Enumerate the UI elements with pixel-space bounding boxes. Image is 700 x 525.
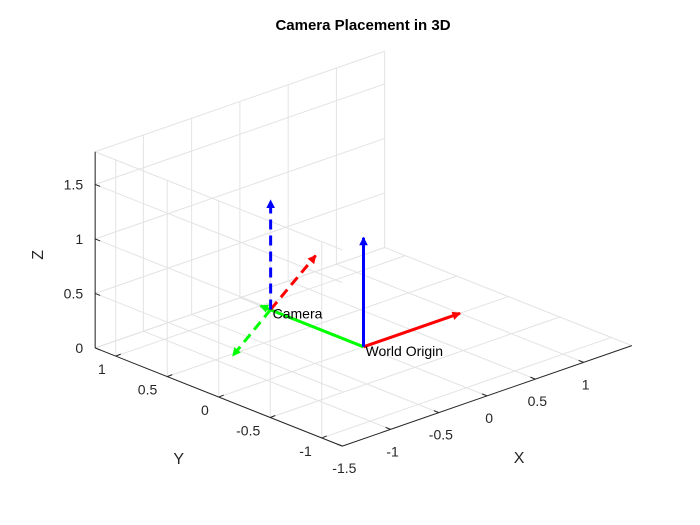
y-tick-label: 0.5 xyxy=(138,382,158,398)
annotations: World Origin Camera xyxy=(273,306,443,359)
z-tick-label: 0.5 xyxy=(64,285,84,301)
x-axis-label: X xyxy=(514,450,525,467)
y-tick-label: -1 xyxy=(299,443,312,459)
y-axis-label: Y xyxy=(173,451,184,468)
grid-line xyxy=(94,246,385,349)
series-arrowhead-3 xyxy=(307,254,317,265)
series-arrow-1 xyxy=(259,304,365,349)
axes-box xyxy=(94,151,633,447)
x-tick-mark xyxy=(530,376,536,380)
x-tick-label: -0.5 xyxy=(429,427,453,443)
x-tick-mark xyxy=(337,443,343,447)
series-arrow-3 xyxy=(269,254,317,311)
series-arrowhead-4 xyxy=(232,347,241,357)
grid-line xyxy=(94,151,343,251)
series-arrow-4 xyxy=(231,308,272,357)
series-arrowhead-1 xyxy=(259,304,270,313)
chart-title: Camera Placement in 3D xyxy=(275,17,450,34)
series-arrowhead-5 xyxy=(266,199,275,209)
series-arrow-2 xyxy=(359,236,368,347)
annotation-1: Camera xyxy=(273,306,323,322)
z-tick-mark xyxy=(94,293,101,296)
x-tick-label: 0.5 xyxy=(528,393,548,409)
x-tick-label: 1 xyxy=(582,376,590,392)
grid-line xyxy=(321,336,612,439)
annotation-0: World Origin xyxy=(366,343,444,359)
y-tick-mark xyxy=(115,353,121,357)
grid-line xyxy=(94,50,385,153)
grid-line xyxy=(94,184,343,284)
series-arrow-5 xyxy=(266,199,275,310)
series-line-1 xyxy=(259,304,365,349)
y-tick-label: 1 xyxy=(98,361,106,377)
series-arrowhead-0 xyxy=(451,311,462,320)
series-line-3 xyxy=(269,254,317,311)
z-tick-label: 0 xyxy=(75,340,83,356)
x-tick-mark xyxy=(578,359,584,363)
x-tick-label: -1.5 xyxy=(332,460,356,476)
grid-line xyxy=(94,83,385,185)
grid-line xyxy=(94,137,385,240)
y-tick-mark xyxy=(167,374,173,378)
z-tick-mark xyxy=(94,184,101,187)
x-tick-label: 0 xyxy=(485,410,493,426)
series-line-4 xyxy=(231,308,272,357)
y-tick-mark xyxy=(218,394,224,398)
z-tick-mark xyxy=(94,347,101,351)
z-tick-label: 1 xyxy=(75,231,83,247)
x-tick-mark xyxy=(433,410,440,414)
y-tick-label: 0 xyxy=(201,402,209,418)
y-tick-mark xyxy=(270,415,276,418)
grid-line xyxy=(94,293,343,393)
grid-line xyxy=(384,247,633,347)
grid-line xyxy=(270,316,560,418)
series-arrowhead-2 xyxy=(359,236,368,246)
y-tick-mark xyxy=(321,435,327,439)
y-tick-label: -0.5 xyxy=(236,423,260,439)
x-tick-label: -1 xyxy=(386,443,399,459)
series-line-0 xyxy=(363,311,461,349)
z-tick-mark xyxy=(94,238,101,242)
grid-line xyxy=(94,192,385,294)
series-arrow-0 xyxy=(363,311,462,349)
z-tick-label: 1.5 xyxy=(64,176,84,192)
x-tick-mark xyxy=(385,426,391,430)
series-group xyxy=(231,199,462,357)
z-axis-label: Z xyxy=(30,250,47,260)
x-tick-mark xyxy=(481,393,488,397)
